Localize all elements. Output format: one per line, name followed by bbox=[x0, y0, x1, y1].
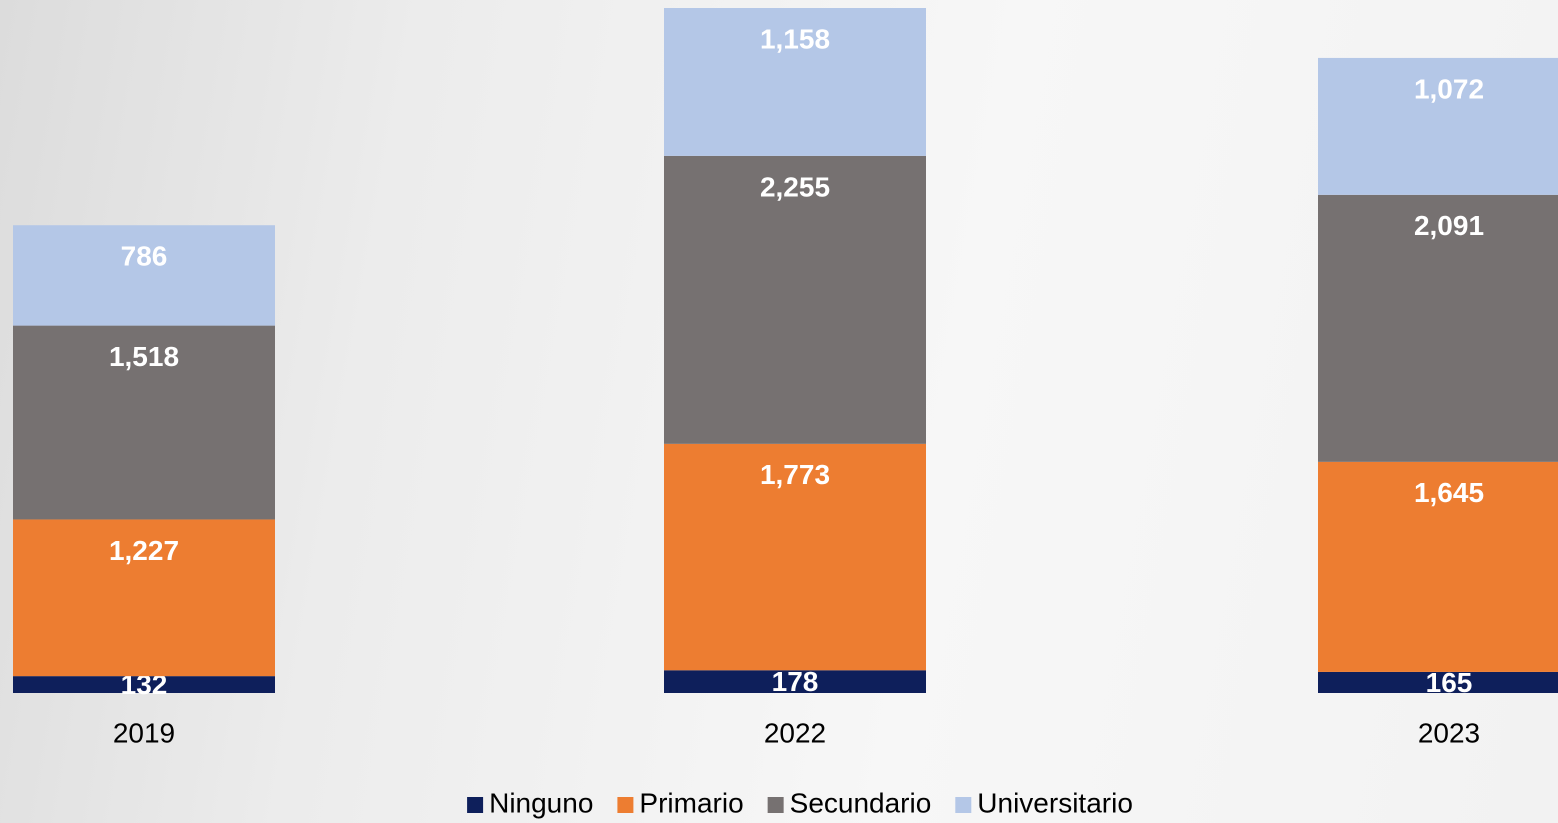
legend-label: Universitario bbox=[977, 787, 1133, 818]
legend-label: Secundario bbox=[790, 787, 932, 818]
bar-segment bbox=[664, 8, 926, 156]
data-label: 2,255 bbox=[760, 171, 830, 202]
data-label: 1,645 bbox=[1414, 477, 1484, 508]
legend-swatch bbox=[467, 797, 484, 813]
bar-segment bbox=[1318, 671, 1558, 693]
bar-segment bbox=[13, 519, 275, 677]
data-label: 1,227 bbox=[109, 535, 179, 566]
legend-swatch bbox=[767, 797, 784, 813]
data-label: 1,773 bbox=[760, 459, 830, 490]
legend-label: Primario bbox=[639, 787, 743, 818]
data-label: 2,091 bbox=[1414, 210, 1484, 241]
bar-segment bbox=[664, 443, 926, 671]
bar-segment bbox=[13, 676, 275, 693]
legend-swatch bbox=[955, 797, 972, 813]
data-label: 165 bbox=[1426, 667, 1473, 698]
legend-swatch bbox=[617, 797, 634, 813]
bar-segment bbox=[1318, 194, 1558, 462]
x-tick-label: 2023 bbox=[1418, 717, 1480, 748]
bar-segment bbox=[1318, 461, 1558, 672]
data-label: 1,518 bbox=[109, 341, 179, 372]
data-label: 178 bbox=[772, 666, 819, 697]
x-tick-label: 2022 bbox=[764, 717, 826, 748]
x-tick-label: 2019 bbox=[113, 717, 175, 748]
bar-segment bbox=[13, 225, 275, 326]
data-label: 1,158 bbox=[760, 23, 830, 54]
data-label: 786 bbox=[121, 241, 168, 272]
bar-segment bbox=[664, 670, 926, 693]
legend-label: Ninguno bbox=[489, 787, 593, 818]
bar-segment bbox=[13, 325, 275, 520]
data-label: 1,072 bbox=[1414, 73, 1484, 104]
bar-segment bbox=[1318, 57, 1558, 195]
bar-segment bbox=[664, 155, 926, 444]
